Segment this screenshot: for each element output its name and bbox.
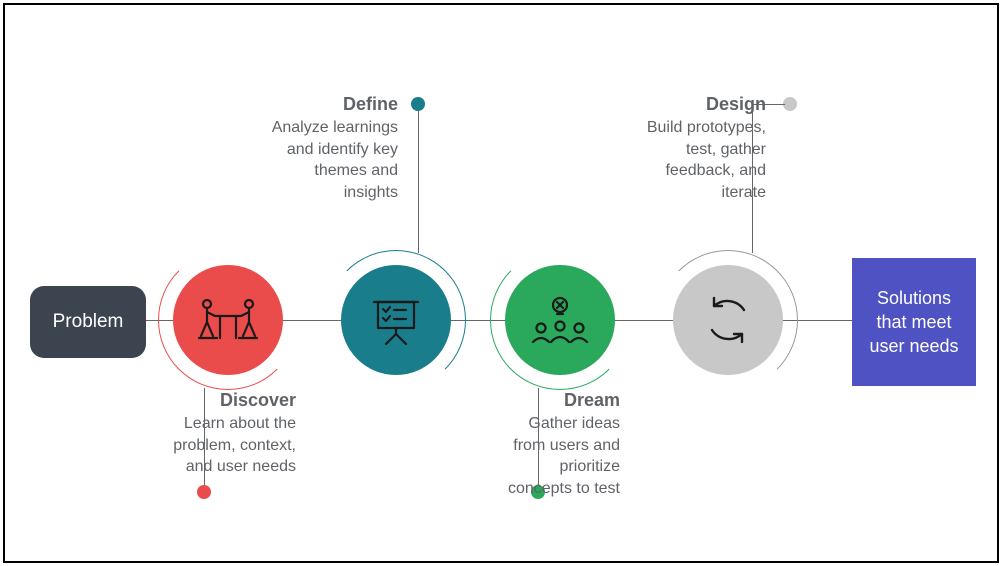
end-box: Solutions that meet user needs bbox=[852, 258, 976, 386]
presentation-icon bbox=[366, 290, 426, 350]
discover-title: Discover bbox=[166, 390, 296, 411]
team-idea-icon bbox=[527, 292, 593, 348]
define-title: Define bbox=[268, 94, 398, 115]
design-title: Design bbox=[626, 94, 766, 115]
define-desc: Analyze learnings and identify key theme… bbox=[268, 117, 398, 203]
dream-title: Dream bbox=[500, 390, 620, 411]
define-label: Define Analyze learnings and identify ke… bbox=[268, 94, 398, 203]
discover-dot bbox=[197, 485, 211, 499]
iterate-icon bbox=[698, 290, 758, 350]
define-dot bbox=[411, 97, 425, 111]
discover-node bbox=[173, 265, 283, 375]
meeting-icon bbox=[195, 292, 261, 348]
dream-node bbox=[505, 265, 615, 375]
discover-label: Discover Learn about the problem, contex… bbox=[166, 390, 296, 478]
design-dot bbox=[783, 97, 797, 111]
define-callout-line bbox=[418, 111, 419, 253]
discover-desc: Learn about the problem, context, and us… bbox=[166, 413, 296, 478]
design-label: Design Build prototypes, test, gather fe… bbox=[626, 94, 766, 203]
design-desc: Build prototypes, test, gather feedback,… bbox=[626, 117, 766, 203]
end-label: Solutions that meet user needs bbox=[860, 286, 968, 359]
start-label: Problem bbox=[53, 311, 124, 333]
dream-label: Dream Gather ideas from users and priori… bbox=[500, 390, 620, 499]
start-box: Problem bbox=[30, 286, 146, 358]
design-node bbox=[673, 265, 783, 375]
define-node bbox=[341, 265, 451, 375]
dream-desc: Gather ideas from users and prioritize c… bbox=[500, 413, 620, 499]
